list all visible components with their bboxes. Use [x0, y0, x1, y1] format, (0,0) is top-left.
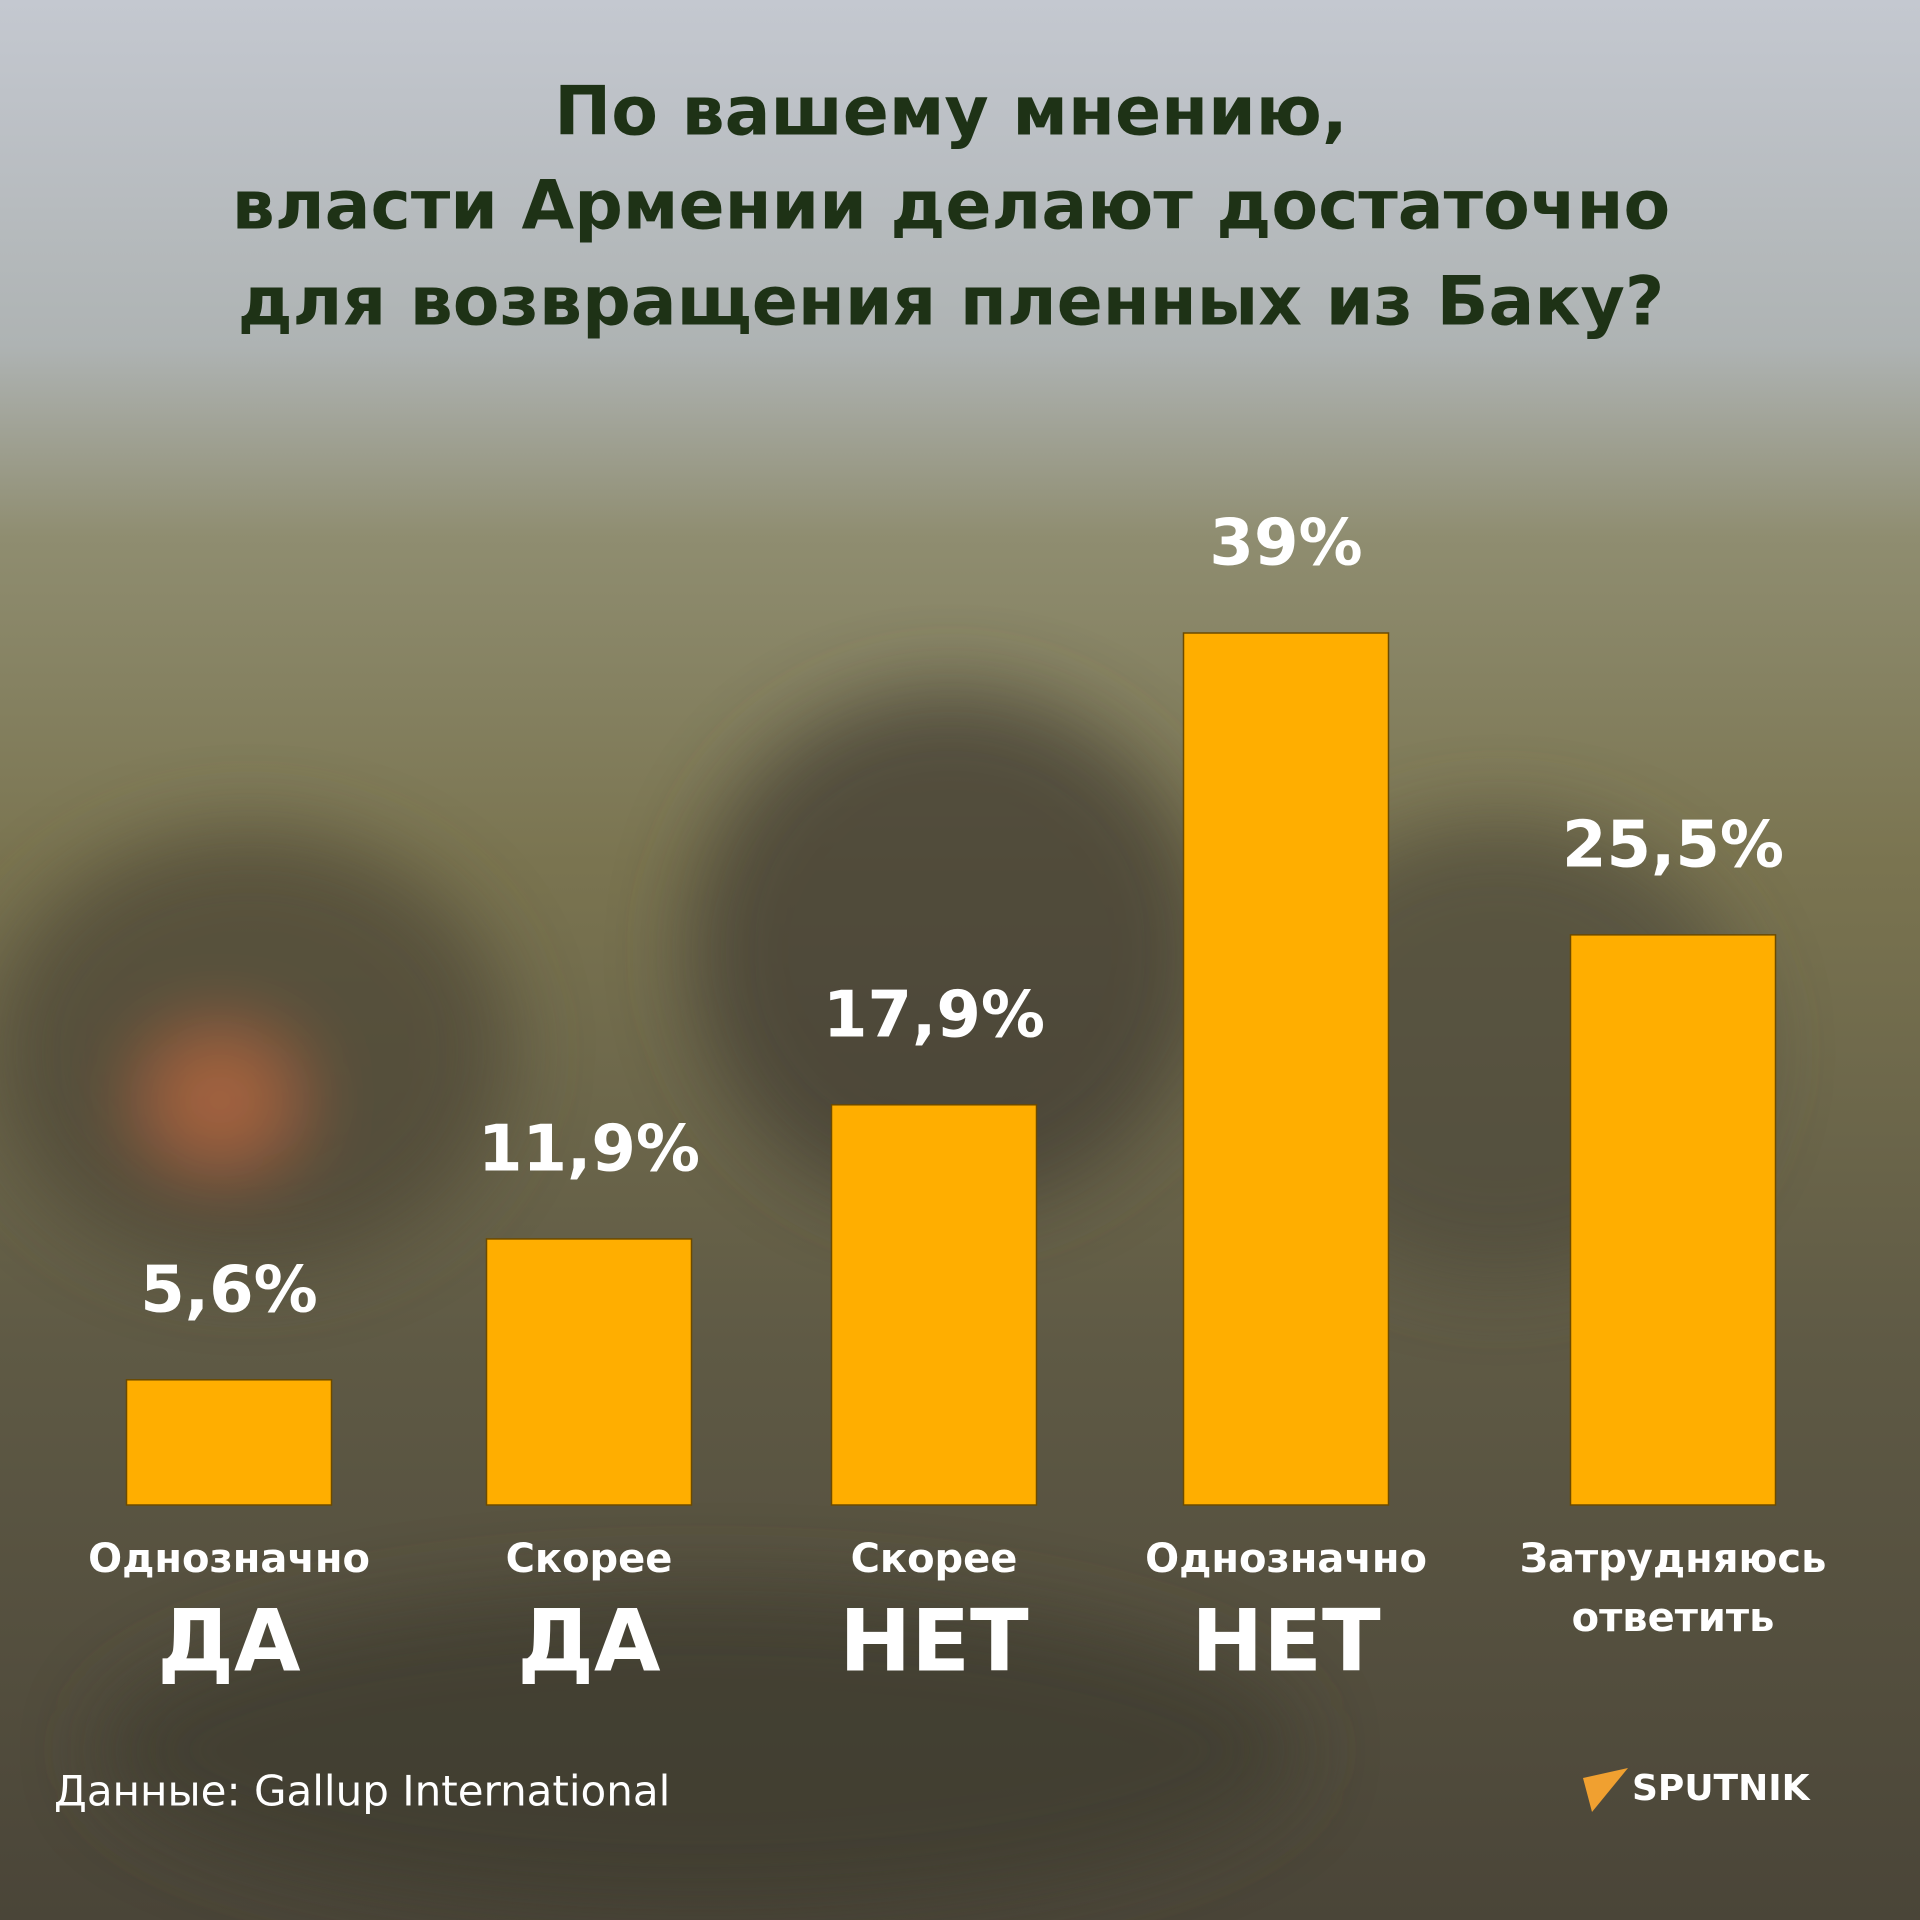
x-tick-label: НЕТ [839, 1591, 1029, 1691]
x-tick-label: Однозначно [1145, 1536, 1427, 1582]
bar [1182, 632, 1390, 1506]
bar [1569, 934, 1777, 1506]
x-tick-label: Скорее [851, 1536, 1018, 1582]
x-tick-label: Однозначно [88, 1536, 370, 1582]
bar [125, 1379, 333, 1506]
bar [485, 1238, 693, 1506]
chart-title: для возвращения пленных из Баку? [238, 263, 1665, 342]
x-tick-label: ДА [157, 1591, 301, 1691]
value-label: 5,6% [140, 1253, 318, 1327]
value-label: 25,5% [1562, 808, 1784, 882]
value-label: 17,9% [823, 978, 1045, 1052]
x-tick-label: ответить [1572, 1595, 1775, 1641]
logo: SPUTNIK [1632, 1768, 1811, 1809]
x-tick-label: НЕТ [1191, 1591, 1381, 1691]
logo-icon [1583, 1768, 1628, 1812]
x-tick-label: ДА [517, 1591, 661, 1691]
bar [830, 1104, 1038, 1506]
source: Данные: Gallup International [54, 1767, 670, 1816]
x-tick-label: Затрудняюсь [1520, 1536, 1827, 1582]
chart-title: власти Армении делают достаточно [232, 167, 1670, 246]
value-label: 39% [1209, 507, 1362, 581]
x-tick-label: Скорее [506, 1536, 673, 1582]
value-label: 11,9% [478, 1113, 700, 1187]
chart-title: По вашему мнению, [554, 73, 1347, 152]
